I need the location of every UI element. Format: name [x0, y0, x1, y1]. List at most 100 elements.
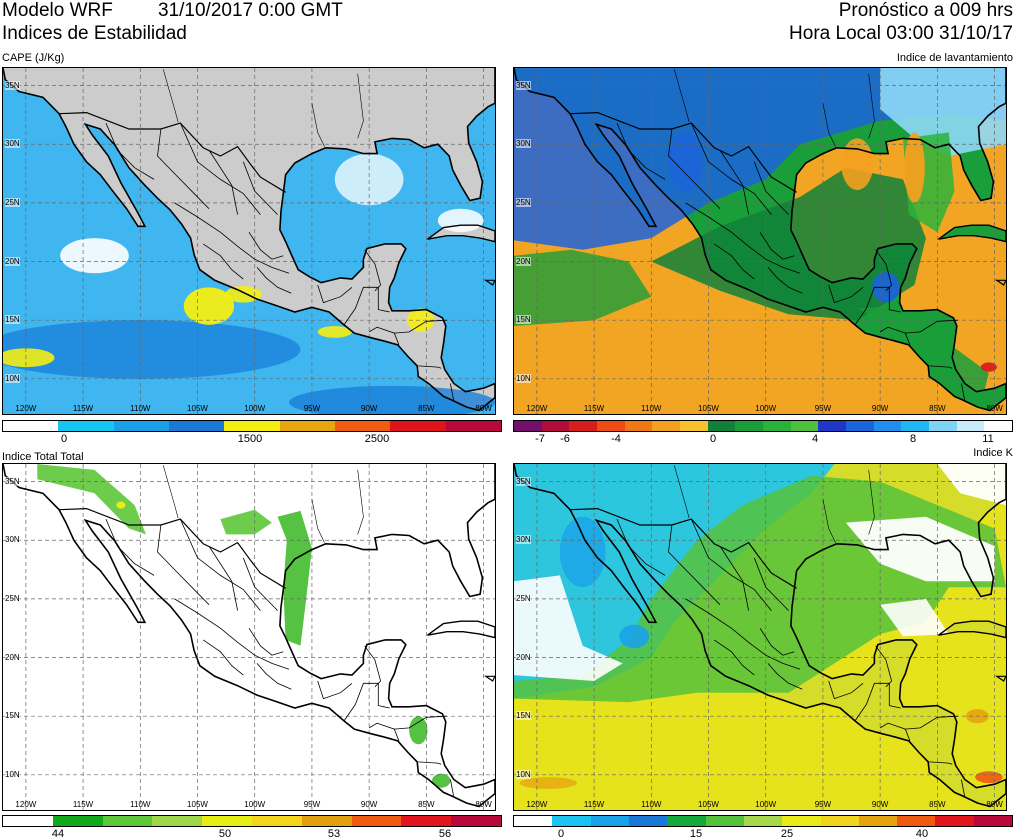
coastline	[3, 464, 495, 808]
state-border	[753, 557, 789, 611]
colorbar-swatch	[929, 421, 957, 431]
colorbar-swatch	[818, 421, 847, 431]
colorbar-swatch	[202, 816, 252, 826]
colorbar-tick: 0	[557, 828, 565, 840]
coastline	[514, 68, 1006, 412]
cape-ocean-band	[3, 320, 301, 379]
island-coastline	[483, 675, 495, 682]
state-border	[854, 286, 901, 326]
lifted-green-zone	[514, 249, 652, 326]
colorbar-swatch	[735, 421, 764, 431]
state-border	[929, 761, 953, 765]
colorbar-swatch	[552, 816, 591, 826]
longitude-label: 100W	[755, 800, 777, 809]
cape-high-cape-area	[317, 326, 352, 338]
colorbar-tick: 15	[689, 828, 703, 840]
inland-line	[673, 465, 690, 519]
colorbar-tick: 25	[780, 828, 794, 840]
state-border	[719, 545, 749, 611]
k-white-zone	[880, 598, 949, 637]
state-border	[759, 231, 795, 260]
map-panel-k-index[interactable]: 35N 30N 25N 20N 15N 10N 120W 115W 110W 105W 100W 95…	[513, 463, 1007, 811]
latitude-label: 35N	[5, 80, 20, 90]
inland-line	[822, 103, 836, 147]
tt-green-area	[37, 464, 146, 535]
colorbar-swatch	[846, 421, 874, 431]
inland-line	[822, 499, 836, 543]
tt-green-area	[432, 773, 451, 788]
state-border	[157, 524, 210, 605]
latitude-label: 25N	[5, 593, 20, 603]
land-fill	[3, 68, 495, 411]
longitude-label: 90W	[360, 800, 378, 809]
colorbar-swatch	[763, 421, 791, 431]
longitude-label: 80W	[475, 800, 492, 809]
longitude-label: 120W	[15, 800, 37, 809]
international-border	[59, 111, 286, 193]
map-panel-lifted[interactable]: 35N 30N 25N 20N 15N 10N 120W 115W 110W 105W 100W 95…	[513, 67, 1007, 415]
state-border	[828, 284, 864, 304]
inland-line	[868, 469, 875, 535]
longitude-label: 80W	[986, 404, 1003, 413]
map-canvas	[514, 464, 1006, 810]
state-border	[242, 161, 278, 215]
longitude-label: 95W	[814, 800, 832, 809]
state-border	[450, 779, 455, 798]
state-border	[343, 286, 390, 326]
land-fill	[3, 464, 495, 807]
longitude-label: 90W	[871, 800, 889, 809]
state-border	[828, 680, 864, 700]
state-border	[208, 545, 238, 611]
state-border	[875, 645, 893, 688]
latitude-label: 20N	[5, 256, 20, 266]
state-border	[317, 680, 353, 700]
field-overlay	[3, 153, 495, 414]
longitude-label: 80W	[475, 404, 492, 413]
state-border	[616, 518, 666, 576]
longitude-label: 90W	[360, 404, 378, 413]
latitude-label: 20N	[5, 652, 20, 662]
state-border	[179, 122, 261, 215]
colorbar-swatch	[790, 421, 819, 431]
coastline	[514, 464, 1006, 808]
colorbar-tick: 40	[915, 828, 929, 840]
longitude-label: 105W	[698, 800, 719, 809]
state-border	[905, 319, 958, 334]
state-border	[875, 249, 893, 292]
state-border	[418, 761, 442, 765]
colorbar-swatch	[901, 421, 930, 431]
colorbar-tick: 0	[60, 433, 68, 445]
inland-line	[311, 103, 325, 147]
k-blue-pocket	[619, 624, 650, 649]
longitude-label: 110W	[130, 800, 151, 809]
state-border	[854, 682, 901, 722]
colorbar-swatch	[58, 421, 114, 431]
colorbar-tick: 4	[811, 433, 819, 445]
state-border	[767, 267, 803, 294]
map-canvas	[3, 68, 495, 414]
k-orange-spot	[975, 771, 1003, 784]
map-panel-total-totals[interactable]: 35N 30N 25N 20N 15N 10N 120W 115W 110W 105W 100W 95…	[2, 463, 496, 811]
local-time: Hora Local 03:00 31/10/17	[789, 23, 1013, 44]
state-border	[685, 202, 801, 274]
latitude-label: 10N	[5, 373, 20, 383]
state-border	[450, 383, 455, 402]
colorbar-swatch	[168, 421, 225, 431]
k-blue-pocket	[559, 516, 606, 588]
inland-line	[357, 73, 364, 139]
latitude-label: 35N	[516, 80, 531, 90]
cape-clear-area	[334, 153, 404, 206]
map-panel-cape[interactable]: 35N 30N 25N 20N 15N 10N 120W 115W 110W 105W 100W 95…	[2, 67, 496, 415]
colorbar-swatch	[279, 421, 335, 431]
latitude-label: 15N	[5, 315, 20, 325]
state-border	[202, 639, 244, 676]
colorbar-swatch	[873, 421, 902, 431]
state-border	[713, 639, 755, 676]
colorbar-swatch	[897, 816, 936, 826]
longitude-label: 110W	[130, 404, 151, 413]
inland-line	[162, 465, 179, 519]
state-border	[368, 326, 400, 345]
colorbar-swatch	[224, 421, 280, 431]
lifted-red-spot	[980, 362, 997, 372]
colorbar-swatch	[541, 421, 570, 431]
